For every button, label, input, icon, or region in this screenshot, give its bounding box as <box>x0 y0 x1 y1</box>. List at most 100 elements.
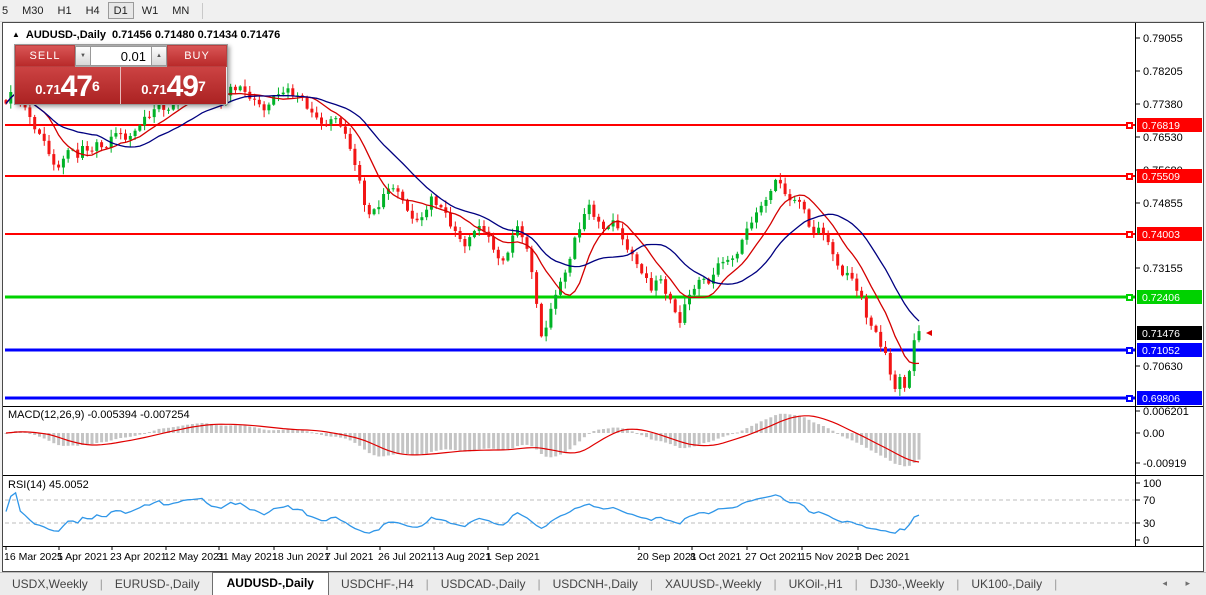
sell-price-sup: 6 <box>91 78 100 94</box>
level-0.74003-tag-label: 0.74003 <box>1142 229 1180 241</box>
level-0.71052-tag-label: 0.71052 <box>1142 345 1180 357</box>
timeframe-button-mn[interactable]: MN <box>166 2 195 19</box>
level-0.72406-tag-label: 0.72406 <box>1142 292 1180 304</box>
timeframe-button-h1[interactable]: H1 <box>52 2 78 19</box>
rsi-scale-label: 100 <box>1143 478 1161 490</box>
level-0.72406-tag <box>1137 290 1202 304</box>
buy-button[interactable]: BUY <box>167 45 227 67</box>
x-axis-label: 23 Apr 2021 <box>110 551 167 563</box>
buy-price-big: 49 <box>166 70 199 103</box>
chart-tab-usdchf-h4[interactable]: USDCHF-,H4 <box>340 577 414 591</box>
x-axis-label: 7 Jul 2021 <box>325 551 374 563</box>
y-axis-label: 0.76530 <box>1143 132 1183 144</box>
x-axis-label: 3 Dec 2021 <box>856 551 910 563</box>
y-axis-label: 0.79055 <box>1143 33 1183 45</box>
down-arrow-icon: ▼ <box>80 53 86 59</box>
tab-separator: | <box>956 577 960 591</box>
level-handle-center <box>1128 175 1131 178</box>
timeframe-button-w1[interactable]: W1 <box>136 2 165 19</box>
y-axis-label: 0.74855 <box>1143 198 1183 210</box>
chart-tab-xauusd-weekly[interactable]: XAUUSD-,Weekly <box>665 577 762 591</box>
sell-price-prefix: 0.71 <box>35 82 61 97</box>
level-handle-center <box>1128 397 1131 400</box>
macd-scale-label: -0.00919 <box>1143 458 1186 470</box>
macd-signal-line <box>5 415 920 463</box>
x-axis-label: 15 Nov 2021 <box>800 551 860 563</box>
x-axis-label: 16 Mar 2021 <box>4 551 63 563</box>
chart-tab-usdcad-daily[interactable]: USDCAD-,Daily <box>440 577 526 591</box>
y-axis-label: 0.70630 <box>1143 361 1183 373</box>
sell-button[interactable]: SELL <box>15 45 75 67</box>
level-0.75509-tag <box>1137 169 1202 183</box>
rsi-line <box>5 491 920 534</box>
y-axis-label: 0.78205 <box>1143 66 1183 78</box>
buy-price-sup: 7 <box>197 78 206 94</box>
level-0.76819-tag-label: 0.76819 <box>1142 120 1180 132</box>
chart-tabs-bar: USDX,Weekly | EURUSD-,Daily AUDUSD-,Daily US… <box>0 572 1206 595</box>
volume-spinner: ▼ ▲ <box>75 45 167 67</box>
level-0.75509-tag-label: 0.75509 <box>1142 171 1180 183</box>
volume-decrease-button[interactable]: ▼ <box>75 46 91 66</box>
level-0.71052-tag <box>1137 343 1202 357</box>
macd-scale-label: 0.00 <box>1143 428 1164 440</box>
sell-price-big: 47 <box>60 70 93 103</box>
current-price-tag-label: 0.71476 <box>1142 328 1180 340</box>
x-axis-label: 13 Aug 2021 <box>432 551 491 563</box>
chart-ohlc-values: 0.71456 0.71480 0.71434 0.71476 <box>112 29 281 41</box>
current-price-tag <box>1137 326 1202 340</box>
chart-tab-usdcnh-daily[interactable]: USDCNH-,Daily <box>552 577 638 591</box>
x-axis-label: 5 Apr 2021 <box>57 551 108 563</box>
toolbar-separator <box>202 2 204 19</box>
chart-symbol-label: AUDUSD-,Daily <box>25 29 106 41</box>
level-0.69806-tag-label: 0.69806 <box>1142 393 1180 405</box>
x-axis-label: 26 Jul 2021 <box>378 551 432 563</box>
x-axis-label: 31 May 2021 <box>217 551 278 563</box>
volume-increase-button[interactable]: ▲ <box>151 46 167 66</box>
tab-separator: | <box>537 577 541 591</box>
x-axis-label: 27 Oct 2021 <box>745 551 802 563</box>
volume-input[interactable] <box>91 46 151 66</box>
timeframe-toolbar: 5 M30 H1 H4 D1 W1 MN <box>0 0 1206 22</box>
timeframe-button-5[interactable]: 5 <box>0 2 14 19</box>
chart-tab-dj30-weekly[interactable]: DJ30-,Weekly <box>869 577 945 591</box>
tab-scroll-arrows[interactable]: ◂ ▸ <box>1162 578 1198 588</box>
chart-title: ▲ AUDUSD-,Daily 0.71456 0.71480 0.71434 0.… <box>12 29 280 41</box>
x-axis-label: 8 Oct 2021 <box>690 551 742 563</box>
tab-separator: | <box>773 577 777 591</box>
rsi-scale-label: 70 <box>1143 495 1155 507</box>
rsi-label: RSI(14) 45.0052 <box>8 479 89 491</box>
chart-tab-usdx-weekly[interactable]: USDX,Weekly <box>12 577 88 591</box>
x-axis-label: 20 Sep 2021 <box>637 551 697 563</box>
level-handle-center <box>1128 233 1131 236</box>
trade-prices-row: 0.71 47 6 0.71 49 7 <box>15 67 227 104</box>
trade-controls-row: SELL ▼ ▲ BUY <box>15 45 227 67</box>
level-0.69806-tag <box>1137 391 1202 405</box>
tab-separator: | <box>1054 577 1058 591</box>
current-price-marker <box>926 330 932 336</box>
chart-tab-ukoil-h1[interactable]: UKOil-,H1 <box>788 577 843 591</box>
x-axis-label: 12 May 2021 <box>164 551 225 563</box>
buy-price-prefix: 0.71 <box>141 82 167 97</box>
rsi-scale-label: 30 <box>1143 518 1155 530</box>
timeframe-button-h4[interactable]: H4 <box>80 2 106 19</box>
sell-price-panel[interactable]: 0.71 47 6 <box>15 67 121 104</box>
ma-slow-line <box>5 92 920 322</box>
level-0.74003-tag <box>1137 227 1202 241</box>
level-handle-center <box>1128 124 1131 127</box>
chart-tab-eurusd-daily[interactable]: EURUSD-,Daily <box>114 577 200 591</box>
ma-fast-line <box>5 92 920 365</box>
collapse-triangle-icon[interactable]: ▲ <box>12 29 20 39</box>
level-handle-center <box>1128 349 1131 352</box>
buy-price-panel[interactable]: 0.71 49 7 <box>121 67 226 104</box>
x-axis-label: 1 Sep 2021 <box>486 551 540 563</box>
timeframe-button-d1[interactable]: D1 <box>107 2 134 19</box>
chart-tab-audusd-daily[interactable]: AUDUSD-,Daily <box>211 572 329 595</box>
level-0.76819-tag <box>1137 118 1202 132</box>
timeframe-button-m30[interactable]: M30 <box>16 2 49 19</box>
macd-label: MACD(12,26,9) -0.005394 -0.007254 <box>8 409 190 421</box>
chart-tab-uk100-daily[interactable]: UK100-,Daily <box>971 577 1043 591</box>
up-arrow-icon: ▲ <box>156 53 162 59</box>
y-axis-label: 0.77380 <box>1143 99 1183 111</box>
